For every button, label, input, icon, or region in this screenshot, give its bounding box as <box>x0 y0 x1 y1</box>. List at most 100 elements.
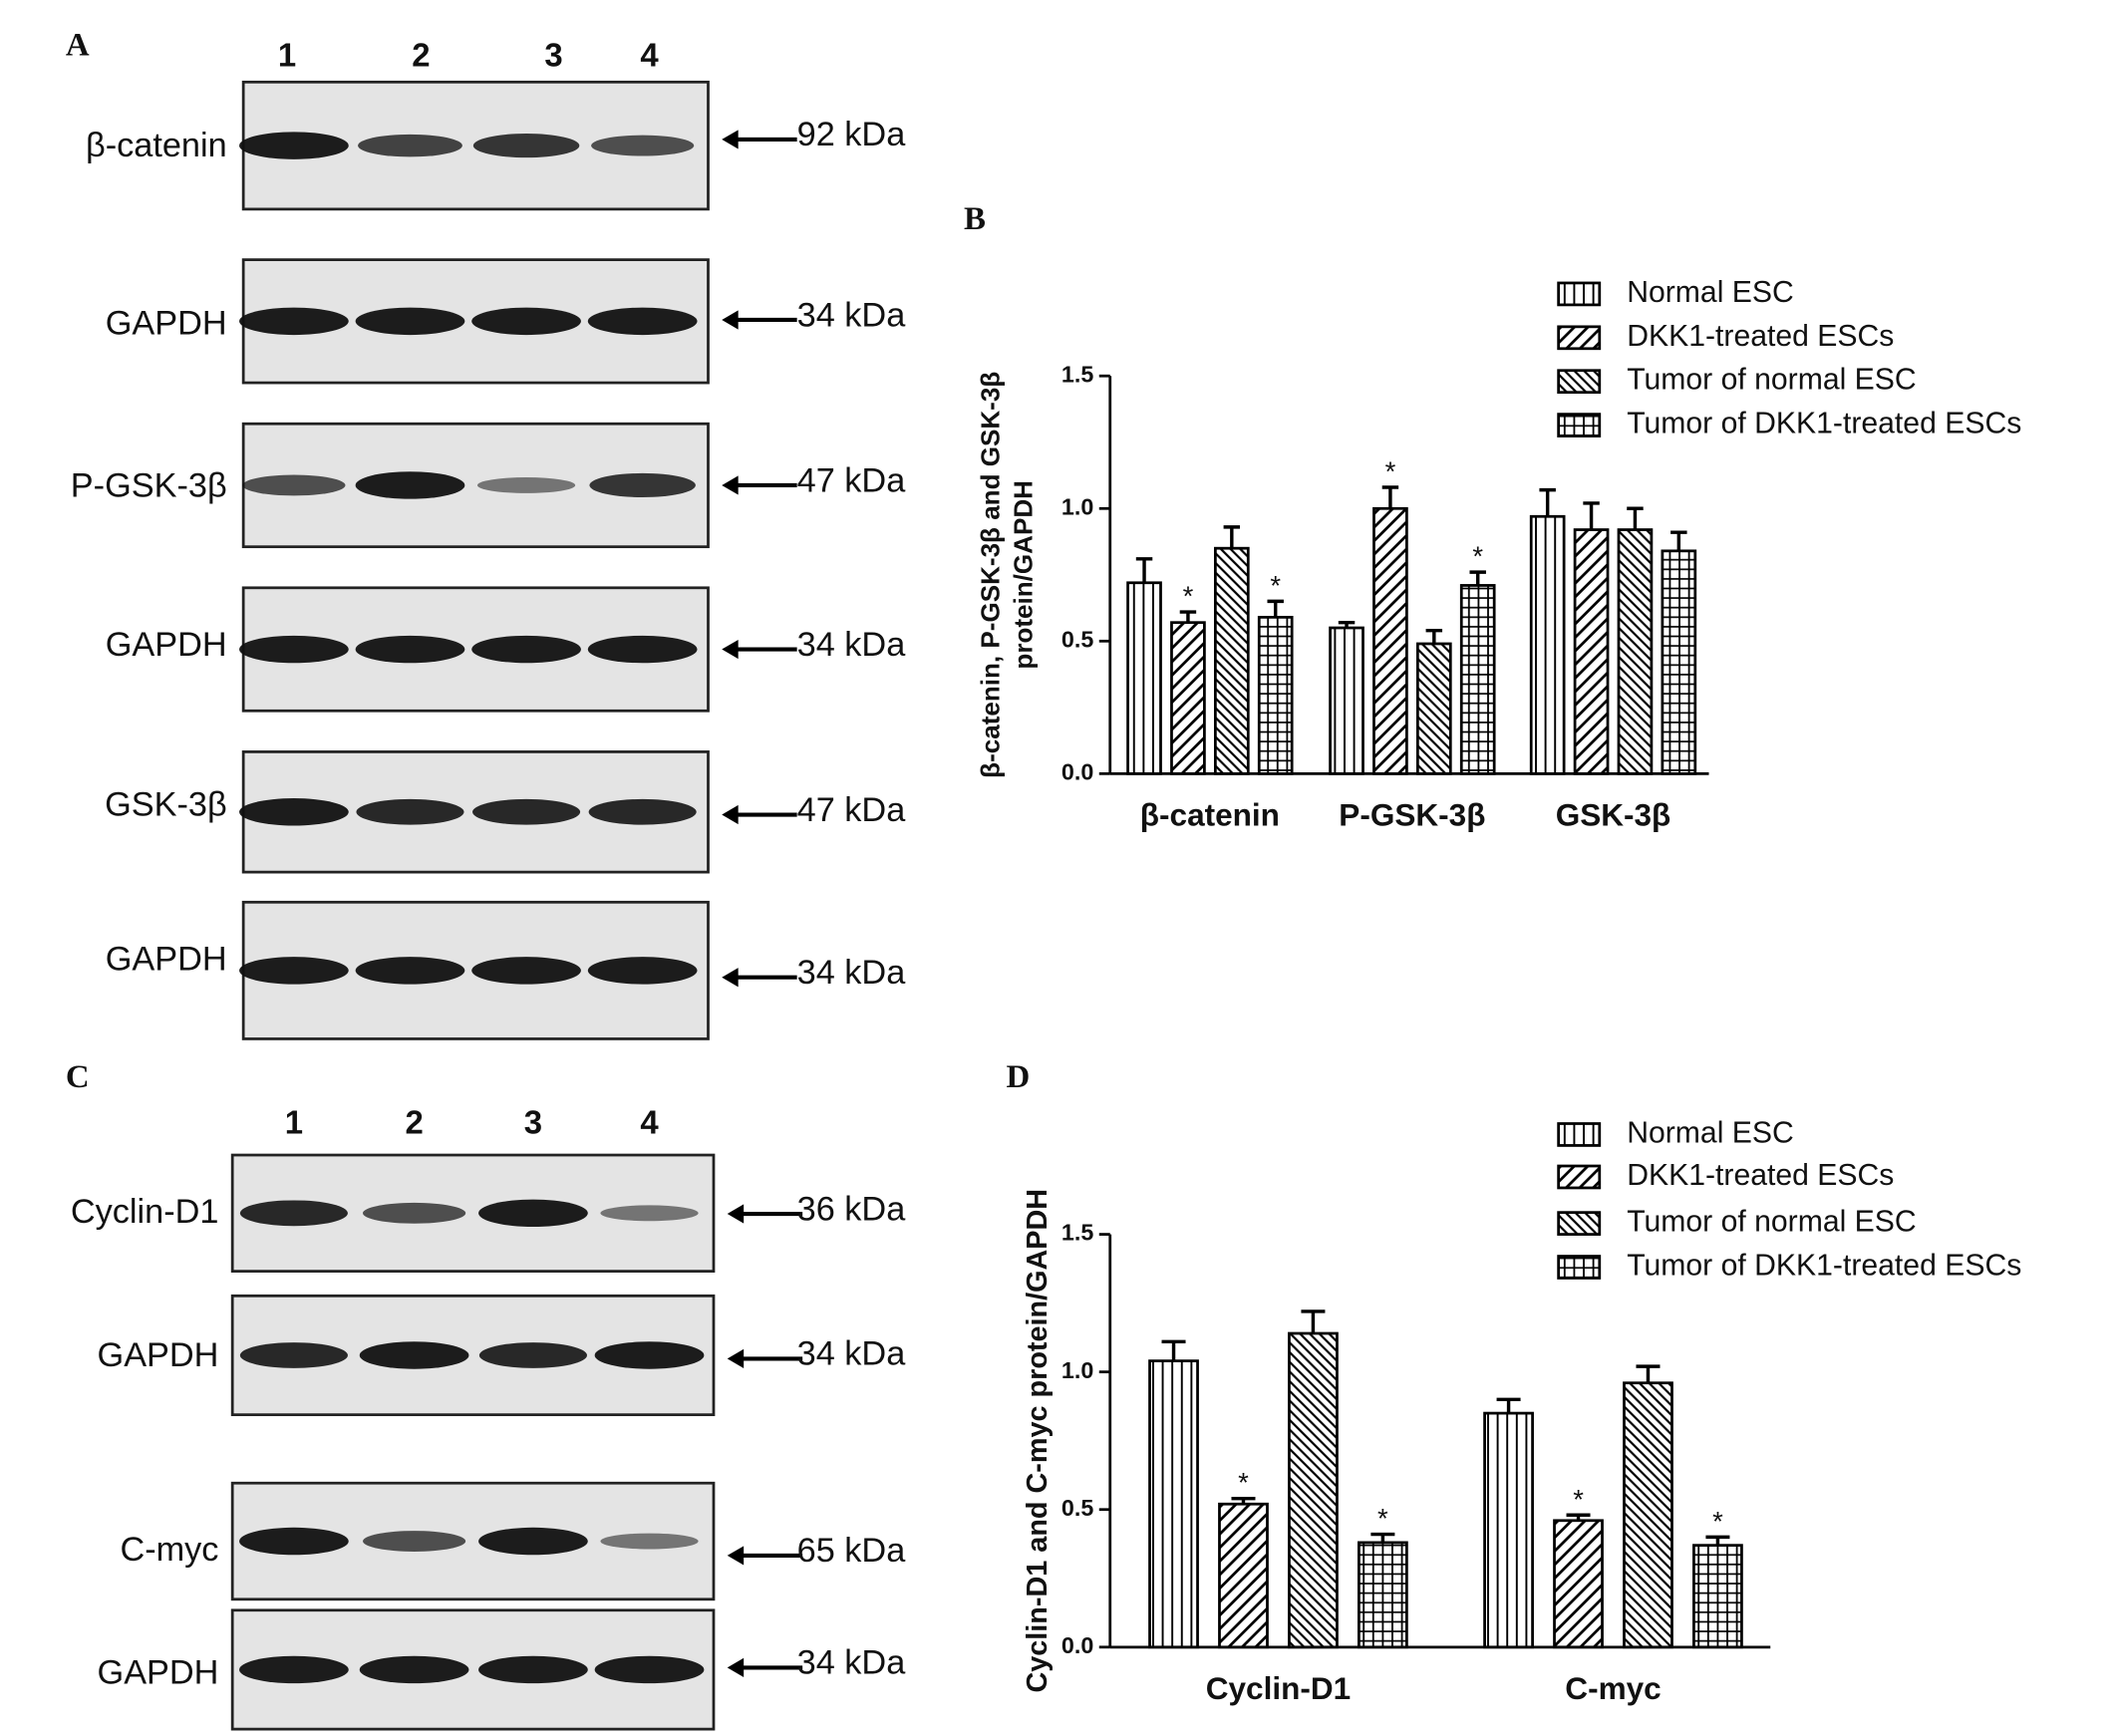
error-bar <box>1705 1535 1730 1546</box>
significance-mark: * <box>1183 581 1194 612</box>
protein-label: C-myc <box>120 1531 218 1569</box>
error-bar <box>1301 1309 1326 1334</box>
y-tick-label: 0.0 <box>1061 759 1093 785</box>
panel-label: D <box>1007 1059 1031 1095</box>
significance-mark: * <box>1472 541 1483 572</box>
protein-label: GSK-3β <box>105 785 227 823</box>
arrow-head <box>727 1348 745 1369</box>
band <box>471 957 581 985</box>
band <box>600 1533 699 1550</box>
y-axis-title: β-catenin, P-GSK-3β and GSK-3β <box>976 372 1006 778</box>
size-label: 34 kDa <box>797 626 907 664</box>
error-bar <box>1161 1339 1186 1361</box>
error-bar <box>1636 1364 1661 1383</box>
band <box>476 476 576 493</box>
legend-label: Tumor of DKK1-treated ESCs <box>1627 408 2021 440</box>
arrow-head <box>727 1546 745 1566</box>
x-tick-label: C-myc <box>1565 1670 1661 1706</box>
band <box>355 471 465 499</box>
size-label: 65 kDa <box>797 1532 907 1570</box>
significance-mark: * <box>1712 1506 1723 1537</box>
band <box>242 474 346 496</box>
bar <box>1358 1541 1408 1649</box>
size-label: 34 kDa <box>797 1335 907 1373</box>
lane-number: 4 <box>640 36 659 73</box>
significance-mark: * <box>1238 1467 1249 1498</box>
band <box>589 472 696 498</box>
band <box>587 307 698 336</box>
arrow-head <box>722 639 739 660</box>
error-bar <box>1223 525 1241 549</box>
legend-swatch <box>1557 1255 1602 1280</box>
band <box>471 307 581 336</box>
size-label: 34 kDa <box>797 954 907 992</box>
significance-mark: * <box>1377 1503 1388 1534</box>
legend-swatch <box>1557 281 1602 307</box>
band <box>358 134 462 157</box>
lane-number: 3 <box>524 1104 542 1141</box>
bar <box>1170 621 1206 775</box>
arrow-head <box>722 130 739 149</box>
y-tick-label: 1.0 <box>1061 1357 1093 1383</box>
y-tick-label: 1.5 <box>1061 1220 1093 1246</box>
bar <box>1148 1359 1199 1649</box>
protein-label: GAPDH <box>106 940 227 978</box>
band <box>359 1341 469 1369</box>
bar <box>1126 581 1162 775</box>
band <box>478 1527 588 1556</box>
band <box>355 957 465 985</box>
size-label: 36 kDa <box>797 1190 907 1228</box>
band <box>359 1655 469 1684</box>
band <box>239 957 349 985</box>
x-tick-label: P-GSK-3β <box>1339 797 1485 833</box>
lane-number: 2 <box>412 36 430 73</box>
bar <box>1483 1411 1534 1649</box>
lane-number: 4 <box>640 1104 659 1141</box>
bar <box>1329 626 1364 775</box>
bar <box>1372 506 1408 775</box>
band <box>478 1655 588 1684</box>
y-tick-label: 0.5 <box>1061 1495 1093 1521</box>
x-tick-label: β-catenin <box>1140 797 1280 833</box>
band <box>594 1655 705 1684</box>
band <box>472 134 580 158</box>
error-bar <box>1267 599 1284 618</box>
band <box>363 1202 466 1224</box>
legend-label: Tumor of normal ESC <box>1627 364 1916 397</box>
band <box>239 307 349 336</box>
band <box>472 798 581 825</box>
y-tick-label: 0.0 <box>1061 1632 1093 1658</box>
y-tick-label: 0.5 <box>1061 626 1093 652</box>
band <box>355 307 465 336</box>
lane-number: 1 <box>285 1104 303 1141</box>
bar <box>1213 546 1250 775</box>
error-bar <box>1469 570 1486 586</box>
error-bar <box>1566 1513 1591 1521</box>
protein-label: GAPDH <box>106 305 227 343</box>
size-label: 34 kDa <box>797 1644 907 1682</box>
error-bar <box>1135 557 1153 583</box>
band <box>587 957 698 985</box>
bar <box>1553 1519 1604 1649</box>
arrow-head <box>722 310 739 330</box>
legend-swatch <box>1557 369 1602 395</box>
bar <box>1415 642 1452 775</box>
significance-mark: * <box>1385 456 1396 487</box>
error-bar <box>1370 1532 1395 1543</box>
band <box>239 1655 349 1684</box>
size-label: 47 kDa <box>797 461 907 499</box>
size-label: 47 kDa <box>797 791 907 829</box>
band <box>356 798 464 825</box>
error-bar <box>1179 610 1197 623</box>
bar <box>1692 1544 1743 1649</box>
lane-number: 2 <box>405 1104 423 1141</box>
protein-label: GAPDH <box>106 626 227 664</box>
y-tick-label: 1.0 <box>1061 493 1093 519</box>
band <box>239 1342 348 1368</box>
band <box>363 1531 466 1552</box>
significance-mark: * <box>1573 1484 1584 1515</box>
band <box>239 635 349 664</box>
protein-label: GAPDH <box>98 1336 219 1374</box>
error-bar <box>1381 485 1399 509</box>
